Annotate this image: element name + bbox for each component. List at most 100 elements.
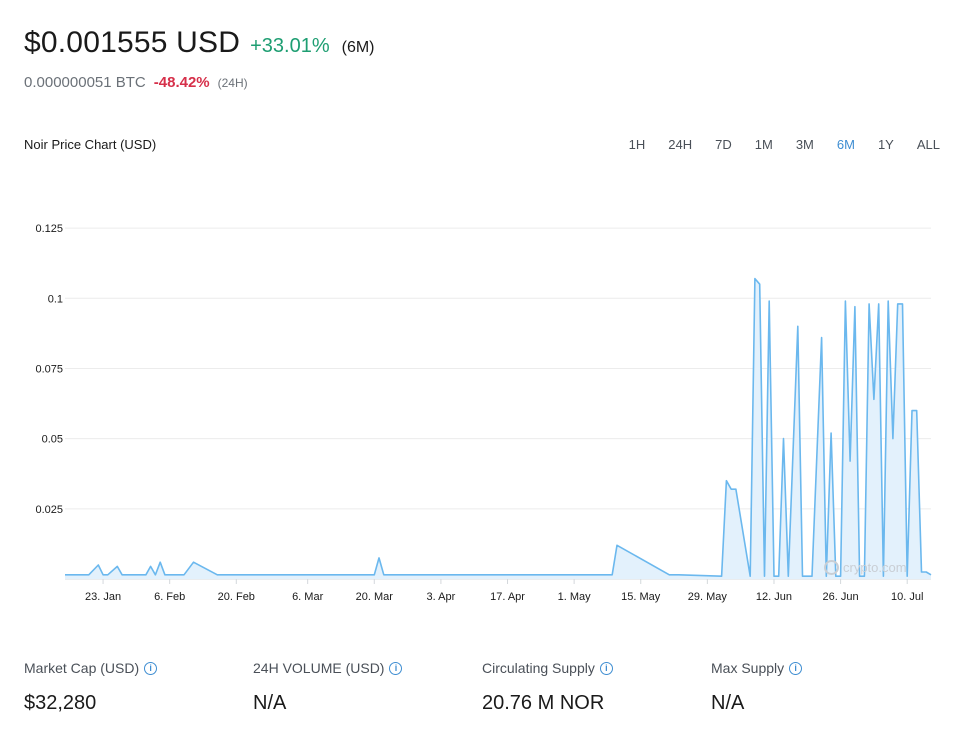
price-area (65, 278, 931, 579)
data-point (877, 302, 880, 305)
stat-label-text: Max Supply (711, 660, 785, 676)
data-point (768, 300, 771, 303)
data-point (825, 575, 828, 578)
y-axis: 0.025 0.05 0.075 0.1 0.125 (35, 223, 63, 516)
data-point (801, 575, 804, 578)
data-point (668, 573, 671, 576)
info-icon[interactable]: i (789, 661, 803, 675)
price-chart[interactable]: 0.025 0.05 0.075 0.1 0.125 23. Jan 6. Feb 20. … (0, 200, 964, 610)
x-tick-label: 10. Jul (891, 591, 923, 603)
data-point (830, 432, 833, 435)
chart-title: Noir Price Chart (USD) (24, 137, 157, 152)
data-point (173, 573, 176, 576)
data-point (796, 325, 799, 328)
data-point (858, 575, 861, 578)
stat-value: $32,280 (24, 692, 97, 714)
data-point (121, 573, 124, 576)
y-tick-label: 0.05 (42, 434, 63, 446)
data-point (915, 409, 918, 412)
data-point (901, 302, 904, 305)
stat-label-text: Market Cap (USD) (24, 660, 140, 676)
info-icon[interactable]: i (389, 661, 403, 675)
x-tick-label: 1. May (558, 591, 592, 603)
data-point (753, 277, 756, 280)
range-3m[interactable]: 3M (795, 137, 814, 152)
data-point (615, 544, 618, 547)
data-point (64, 573, 67, 576)
price-header: $0.001555 USD +33.01% (6M) (24, 26, 375, 60)
x-tick-label: 23. Jan (85, 591, 121, 603)
data-point (930, 573, 933, 576)
data-point (787, 575, 790, 578)
x-tick-label: 12. Jun (756, 591, 792, 603)
range-1m[interactable]: 1M (754, 137, 773, 152)
info-icon[interactable]: i (144, 661, 158, 675)
data-point (225, 573, 228, 576)
data-point (106, 573, 109, 576)
data-point (125, 573, 128, 576)
data-point (725, 479, 728, 482)
data-point (611, 573, 614, 576)
data-point (530, 573, 533, 576)
data-point (216, 573, 219, 576)
data-point (382, 573, 385, 576)
usd-price: $0.001555 USD (24, 26, 241, 59)
data-point (221, 573, 224, 576)
btc-price: 0.000000051 BTC (24, 74, 146, 91)
y-tick-label: 0.075 (35, 363, 63, 375)
data-point (868, 302, 871, 305)
data-point (230, 573, 233, 576)
data-point (882, 575, 885, 578)
crypto-logo-icon (824, 560, 839, 575)
data-point (758, 283, 761, 286)
data-point (144, 573, 147, 576)
data-point (782, 437, 785, 440)
btc-change: -48.42% (153, 74, 210, 91)
x-axis: 23. Jan 6. Feb 20. Feb 6. Mar 20. Mar 3. Apr 1… (65, 578, 931, 603)
stat-label: Max Supply i (711, 660, 940, 676)
stats-row: Market Cap (USD) i $32,280 24H VOLUME (U… (24, 660, 940, 715)
range-6m[interactable]: 6M (836, 137, 855, 152)
data-point (163, 573, 166, 576)
data-point (601, 573, 604, 576)
data-point (749, 575, 752, 578)
range-1y[interactable]: 1Y (877, 137, 894, 152)
range-1h[interactable]: 1H (628, 137, 646, 152)
data-point (844, 300, 847, 303)
x-tick-label: 3. Apr (427, 591, 456, 603)
y-tick-label: 0.1 (48, 293, 63, 305)
data-point (772, 575, 775, 578)
x-tick-label: 29. May (688, 591, 728, 603)
range-7d[interactable]: 7D (715, 137, 732, 152)
data-point (673, 573, 676, 576)
data-point (149, 565, 152, 568)
stat-circulating-supply: Circulating Supply i 20.76 M NOR (482, 660, 711, 715)
stat-label-text: Circulating Supply (482, 660, 595, 676)
btc-change-period: (24H) (217, 76, 248, 90)
data-point (863, 575, 866, 578)
stat-label-text: 24H VOLUME (USD) (253, 660, 385, 676)
data-point (378, 556, 381, 559)
x-tick-label: 6. Mar (292, 591, 324, 603)
price-change: +33.01% (250, 35, 330, 57)
stat-label: Market Cap (USD) i (24, 660, 253, 676)
data-point (853, 305, 856, 308)
data-point (730, 488, 733, 491)
data-point (520, 573, 523, 576)
data-point (906, 575, 909, 578)
x-tick-label: 26. Jun (823, 591, 859, 603)
data-point (87, 573, 90, 576)
data-point (920, 570, 923, 573)
price-line (65, 277, 932, 577)
data-point (192, 561, 195, 564)
info-icon[interactable]: i (599, 661, 613, 675)
stat-max-supply: Max Supply i N/A (711, 660, 940, 715)
stat-volume: 24H VOLUME (USD) i N/A (253, 660, 482, 715)
data-point (806, 575, 809, 578)
stat-value: N/A (711, 692, 745, 714)
stat-value: 20.76 M NOR (482, 692, 605, 714)
data-point (168, 573, 171, 576)
range-24h[interactable]: 24H (668, 137, 693, 152)
stat-market-cap: Market Cap (USD) i $32,280 (24, 660, 253, 715)
range-all[interactable]: ALL (916, 137, 940, 152)
